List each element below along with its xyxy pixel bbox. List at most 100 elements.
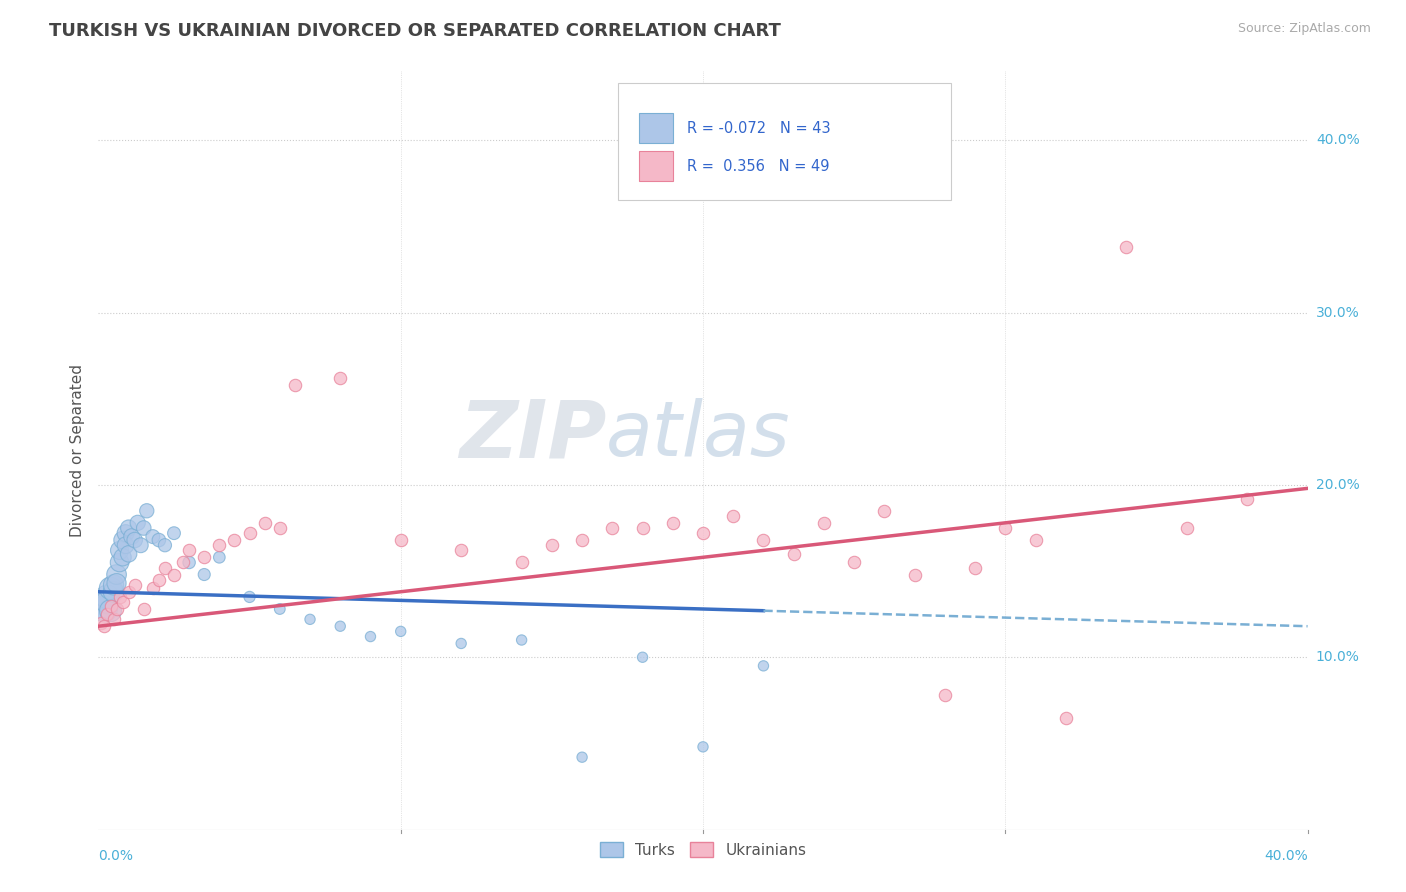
Point: [114, 538, 136, 552]
Point: [103, 578, 125, 592]
Point: [132, 602, 155, 616]
Point: [121, 530, 143, 544]
Point: [179, 556, 201, 570]
Point: [135, 504, 157, 518]
Point: [602, 521, 624, 535]
Point: [105, 602, 128, 616]
Text: 20.0%: 20.0%: [1316, 478, 1360, 491]
Point: [450, 636, 472, 650]
Point: [124, 533, 146, 547]
Point: [108, 543, 131, 558]
Point: [90, 599, 112, 613]
Point: [844, 556, 866, 570]
Point: [1236, 491, 1258, 506]
Point: [193, 567, 215, 582]
Point: [692, 526, 714, 541]
Point: [510, 556, 533, 570]
Point: [111, 595, 134, 609]
Point: [208, 550, 231, 565]
Text: 10.0%: 10.0%: [1316, 650, 1360, 665]
Point: [208, 538, 231, 552]
Bar: [638, 113, 673, 144]
Text: atlas: atlas: [606, 399, 790, 472]
Text: Source: ZipAtlas.com: Source: ZipAtlas.com: [1237, 22, 1371, 36]
Point: [111, 550, 134, 565]
Point: [329, 371, 352, 385]
Point: [692, 739, 714, 754]
Point: [118, 584, 141, 599]
Point: [163, 526, 186, 541]
Point: [329, 619, 352, 633]
Point: [193, 550, 215, 565]
Point: [631, 521, 654, 535]
Point: [129, 538, 152, 552]
Point: [723, 508, 745, 523]
Point: [450, 543, 472, 558]
Point: [127, 516, 149, 530]
Text: 0.0%: 0.0%: [98, 848, 134, 863]
Point: [389, 533, 412, 547]
Point: [114, 526, 136, 541]
Point: [299, 612, 322, 626]
Text: 30.0%: 30.0%: [1316, 306, 1360, 319]
Point: [389, 624, 412, 639]
Point: [118, 547, 141, 561]
Point: [1115, 240, 1137, 254]
Legend: Turks, Ukrainians: Turks, Ukrainians: [593, 836, 813, 863]
Text: 40.0%: 40.0%: [1264, 848, 1308, 863]
Point: [965, 560, 987, 574]
Point: [813, 516, 835, 530]
Point: [269, 521, 291, 535]
Point: [571, 533, 593, 547]
Point: [360, 630, 382, 644]
Point: [153, 538, 176, 552]
Point: [93, 619, 115, 633]
Point: [118, 521, 141, 535]
Point: [105, 567, 128, 582]
Point: [1175, 521, 1198, 535]
Point: [93, 602, 115, 616]
Point: [148, 573, 170, 587]
Point: [994, 521, 1017, 535]
Text: ZIP: ZIP: [458, 396, 606, 475]
Point: [253, 516, 276, 530]
Point: [1054, 710, 1077, 724]
Bar: [638, 151, 673, 181]
Point: [163, 567, 186, 582]
Point: [108, 590, 131, 604]
Point: [934, 688, 956, 702]
Point: [752, 658, 775, 673]
Point: [783, 547, 806, 561]
Point: [239, 526, 262, 541]
Point: [540, 538, 562, 552]
Point: [111, 533, 134, 547]
Point: [269, 602, 291, 616]
Point: [239, 590, 262, 604]
Point: [148, 533, 170, 547]
Text: TURKISH VS UKRAINIAN DIVORCED OR SEPARATED CORRELATION CHART: TURKISH VS UKRAINIAN DIVORCED OR SEPARAT…: [49, 22, 782, 40]
Point: [661, 516, 683, 530]
Text: R = -0.072   N = 43: R = -0.072 N = 43: [688, 120, 831, 136]
Point: [1024, 533, 1046, 547]
Point: [510, 633, 533, 648]
Point: [873, 504, 896, 518]
Point: [224, 533, 246, 547]
Point: [96, 607, 118, 622]
Point: [90, 615, 112, 630]
Point: [100, 599, 122, 613]
Point: [103, 584, 125, 599]
Point: [172, 556, 194, 570]
Point: [96, 595, 118, 609]
Point: [96, 590, 118, 604]
Point: [105, 576, 128, 591]
Point: [179, 543, 201, 558]
Point: [124, 578, 146, 592]
Point: [904, 567, 927, 582]
Point: [631, 650, 654, 665]
Text: R =  0.356   N = 49: R = 0.356 N = 49: [688, 159, 830, 174]
Y-axis label: Divorced or Separated: Divorced or Separated: [69, 364, 84, 537]
Point: [108, 556, 131, 570]
Point: [103, 612, 125, 626]
Text: 40.0%: 40.0%: [1316, 133, 1360, 147]
FancyBboxPatch shape: [619, 83, 950, 201]
